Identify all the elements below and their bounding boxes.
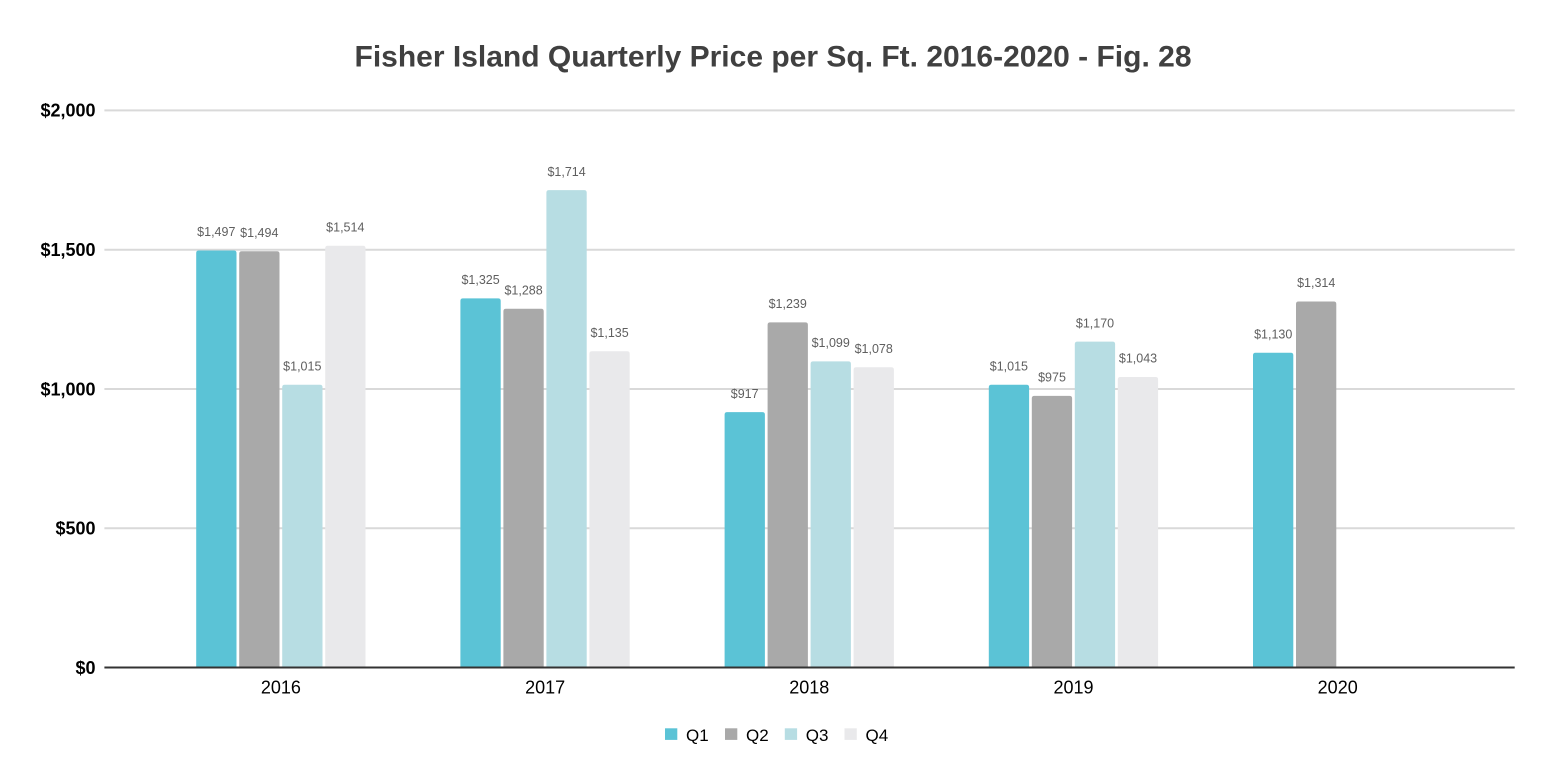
svg-text:$1,288: $1,288 bbox=[504, 283, 542, 297]
svg-text:Q4: Q4 bbox=[866, 726, 889, 745]
svg-text:$1,099: $1,099 bbox=[812, 336, 850, 350]
svg-text:2018: 2018 bbox=[789, 677, 829, 697]
svg-text:$1,494: $1,494 bbox=[240, 226, 278, 240]
svg-text:$1,000: $1,000 bbox=[40, 379, 95, 399]
svg-text:$1,015: $1,015 bbox=[283, 360, 321, 374]
svg-text:$1,170: $1,170 bbox=[1076, 316, 1114, 330]
svg-text:$917: $917 bbox=[731, 387, 759, 401]
svg-text:$1,497: $1,497 bbox=[197, 225, 235, 239]
svg-text:Q2: Q2 bbox=[746, 726, 769, 745]
svg-text:$1,500: $1,500 bbox=[40, 240, 95, 260]
svg-text:$1,325: $1,325 bbox=[461, 273, 499, 287]
svg-text:$2,000: $2,000 bbox=[40, 101, 95, 121]
svg-text:$1,043: $1,043 bbox=[1119, 352, 1157, 366]
svg-text:$975: $975 bbox=[1038, 371, 1066, 385]
svg-text:$1,135: $1,135 bbox=[590, 326, 628, 340]
svg-text:Q1: Q1 bbox=[686, 726, 709, 745]
svg-text:$1,078: $1,078 bbox=[855, 342, 893, 356]
svg-text:$1,130: $1,130 bbox=[1254, 327, 1292, 341]
svg-text:$1,714: $1,714 bbox=[547, 165, 585, 179]
svg-text:2016: 2016 bbox=[261, 677, 301, 697]
svg-text:2017: 2017 bbox=[525, 677, 565, 697]
svg-text:Fisher Island Quarterly Price: Fisher Island Quarterly Price per Sq. Ft… bbox=[355, 40, 1192, 73]
svg-text:$1,239: $1,239 bbox=[769, 297, 807, 311]
svg-text:2019: 2019 bbox=[1053, 677, 1093, 697]
svg-text:$1,514: $1,514 bbox=[326, 221, 364, 235]
svg-text:$1,015: $1,015 bbox=[990, 360, 1028, 374]
svg-text:$0: $0 bbox=[75, 658, 95, 678]
svg-text:Q3: Q3 bbox=[806, 726, 829, 745]
svg-text:$1,314: $1,314 bbox=[1297, 276, 1335, 290]
svg-text:2020: 2020 bbox=[1318, 677, 1358, 697]
svg-text:$500: $500 bbox=[55, 519, 95, 539]
